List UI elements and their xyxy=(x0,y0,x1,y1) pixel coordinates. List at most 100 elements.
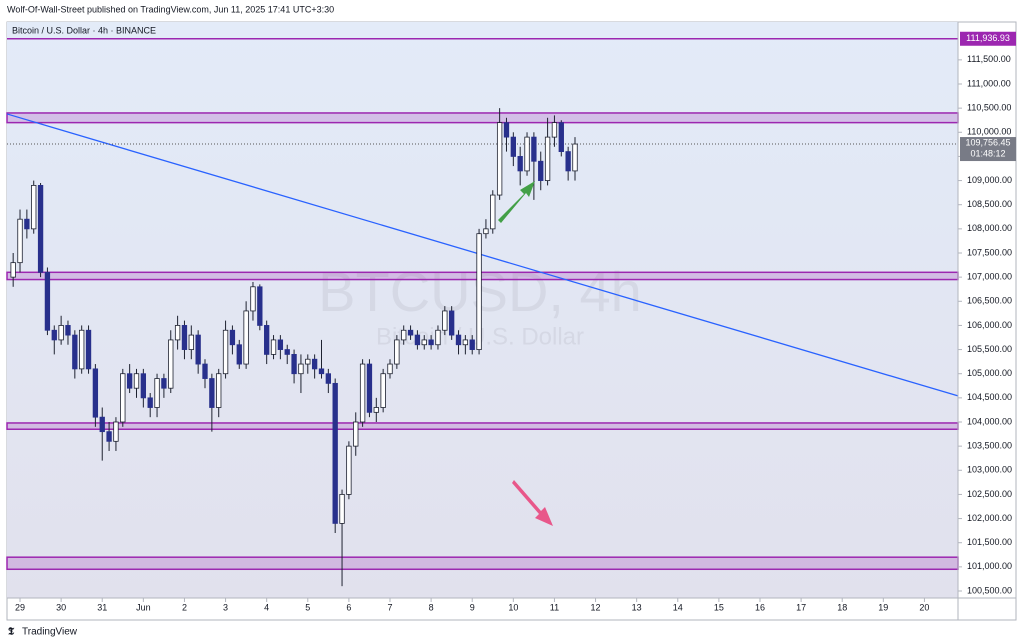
trendline xyxy=(6,113,959,397)
candle-body xyxy=(79,329,85,370)
candle-body xyxy=(490,194,496,230)
candle-body xyxy=(31,184,37,230)
y-tick-label: 101,500.00 xyxy=(967,537,1012,547)
y-tick-label: 106,500.00 xyxy=(967,296,1012,306)
candle-body xyxy=(496,122,503,196)
y-tick-label: 100,500.00 xyxy=(967,585,1012,595)
chart-title: Bitcoin / U.S. Dollar · 4h · BINANCE xyxy=(12,25,156,35)
candle-body xyxy=(58,325,64,341)
candle-body xyxy=(229,329,236,346)
candle-body xyxy=(257,286,263,326)
candle-body xyxy=(51,329,57,341)
candle-body xyxy=(291,353,297,375)
candle-body xyxy=(264,325,270,355)
candle-body xyxy=(195,334,201,365)
candle-body xyxy=(311,358,318,370)
y-tick-label: 101,000.00 xyxy=(967,561,1012,571)
x-tick-label: 30 xyxy=(56,602,66,612)
x-tick-label: 8 xyxy=(429,602,434,612)
y-tick-label: 106,000.00 xyxy=(967,320,1012,330)
candle-body xyxy=(353,421,359,447)
y-tick-label: 110,500.00 xyxy=(967,103,1011,113)
candle-body xyxy=(202,363,208,379)
candle-body xyxy=(181,325,188,350)
candle-body xyxy=(140,373,147,399)
candle-body xyxy=(236,344,242,365)
support-resistance-zone xyxy=(6,422,959,430)
x-tick-label: 15 xyxy=(714,602,724,612)
x-tick-label: 2 xyxy=(182,602,187,612)
x-tick-label: 4 xyxy=(264,602,269,612)
logo-mark: 𝕿 xyxy=(8,627,15,638)
candle-body xyxy=(65,325,71,336)
candle-body xyxy=(407,329,414,336)
x-tick-label: 14 xyxy=(673,602,683,612)
x-tick-label: 10 xyxy=(508,602,518,612)
header: Wolf-Of-Wall-Street published on Trading… xyxy=(7,4,334,14)
candle-body xyxy=(366,363,373,413)
candle-body xyxy=(339,494,345,524)
candle-body xyxy=(503,122,510,138)
candle-body xyxy=(161,378,167,389)
candle-body xyxy=(442,310,448,331)
candle-body xyxy=(147,397,153,408)
candle-body xyxy=(346,445,352,495)
x-tick-label: 19 xyxy=(878,602,888,612)
candle-body xyxy=(120,373,126,423)
candle-body xyxy=(85,329,92,370)
candle-body xyxy=(325,373,332,384)
y-tick-label: 107,000.00 xyxy=(967,272,1012,282)
footer: TradingView xyxy=(22,627,78,638)
y-tick-label: 102,000.00 xyxy=(967,513,1012,523)
level-badge xyxy=(960,31,1016,46)
candle-body xyxy=(222,329,229,375)
candle-body xyxy=(270,339,277,355)
candle-body xyxy=(17,218,23,264)
y-tick-label: 104,000.00 xyxy=(967,416,1012,426)
x-tick-label: 13 xyxy=(632,602,642,612)
candle-body xyxy=(572,143,578,172)
candle-body xyxy=(305,358,311,365)
candle-body xyxy=(551,122,558,138)
candle-body xyxy=(168,339,174,389)
candle-body xyxy=(126,373,133,389)
candle-body xyxy=(154,378,160,408)
x-tick-label: Jun xyxy=(136,602,151,612)
candle-body xyxy=(380,373,386,408)
candle-body xyxy=(298,363,304,375)
candle-body xyxy=(113,421,119,442)
x-tick-label: 6 xyxy=(346,602,351,612)
candle-body xyxy=(133,373,140,389)
x-tick-label: 5 xyxy=(305,602,310,612)
y-tick-label: 109,000.00 xyxy=(967,175,1012,185)
y-tick-label: 103,000.00 xyxy=(967,465,1012,475)
candle-body xyxy=(455,334,462,346)
candle-body xyxy=(92,368,99,418)
candle-body xyxy=(216,373,222,408)
x-tick-label: 16 xyxy=(755,602,765,612)
candle-body xyxy=(10,262,16,278)
y-tick-label: 111,000.00 xyxy=(967,78,1011,88)
y-tick-label: 102,500.00 xyxy=(967,489,1012,499)
candle-body xyxy=(277,339,284,350)
support-resistance-zone xyxy=(6,271,959,281)
candle-body xyxy=(250,286,256,312)
x-tick-label: 18 xyxy=(837,602,847,612)
x-tick-label: 29 xyxy=(15,602,25,612)
y-tick-label: 108,000.00 xyxy=(967,223,1012,233)
candle-body xyxy=(483,228,489,235)
candle-body xyxy=(72,334,78,370)
y-tick-label: 107,500.00 xyxy=(967,247,1012,257)
candle-body xyxy=(24,218,30,230)
x-tick-label: 17 xyxy=(796,602,806,612)
up-arrow xyxy=(498,181,535,223)
candle-body xyxy=(421,339,427,346)
y-tick-label: 103,500.00 xyxy=(967,441,1012,451)
candle-body xyxy=(544,136,551,181)
y-tick-label: 110,000.00 xyxy=(967,127,1011,137)
down-arrow xyxy=(512,480,553,526)
candle-body xyxy=(394,339,400,365)
plot-area xyxy=(7,22,958,598)
x-tick-label: 11 xyxy=(550,602,559,612)
